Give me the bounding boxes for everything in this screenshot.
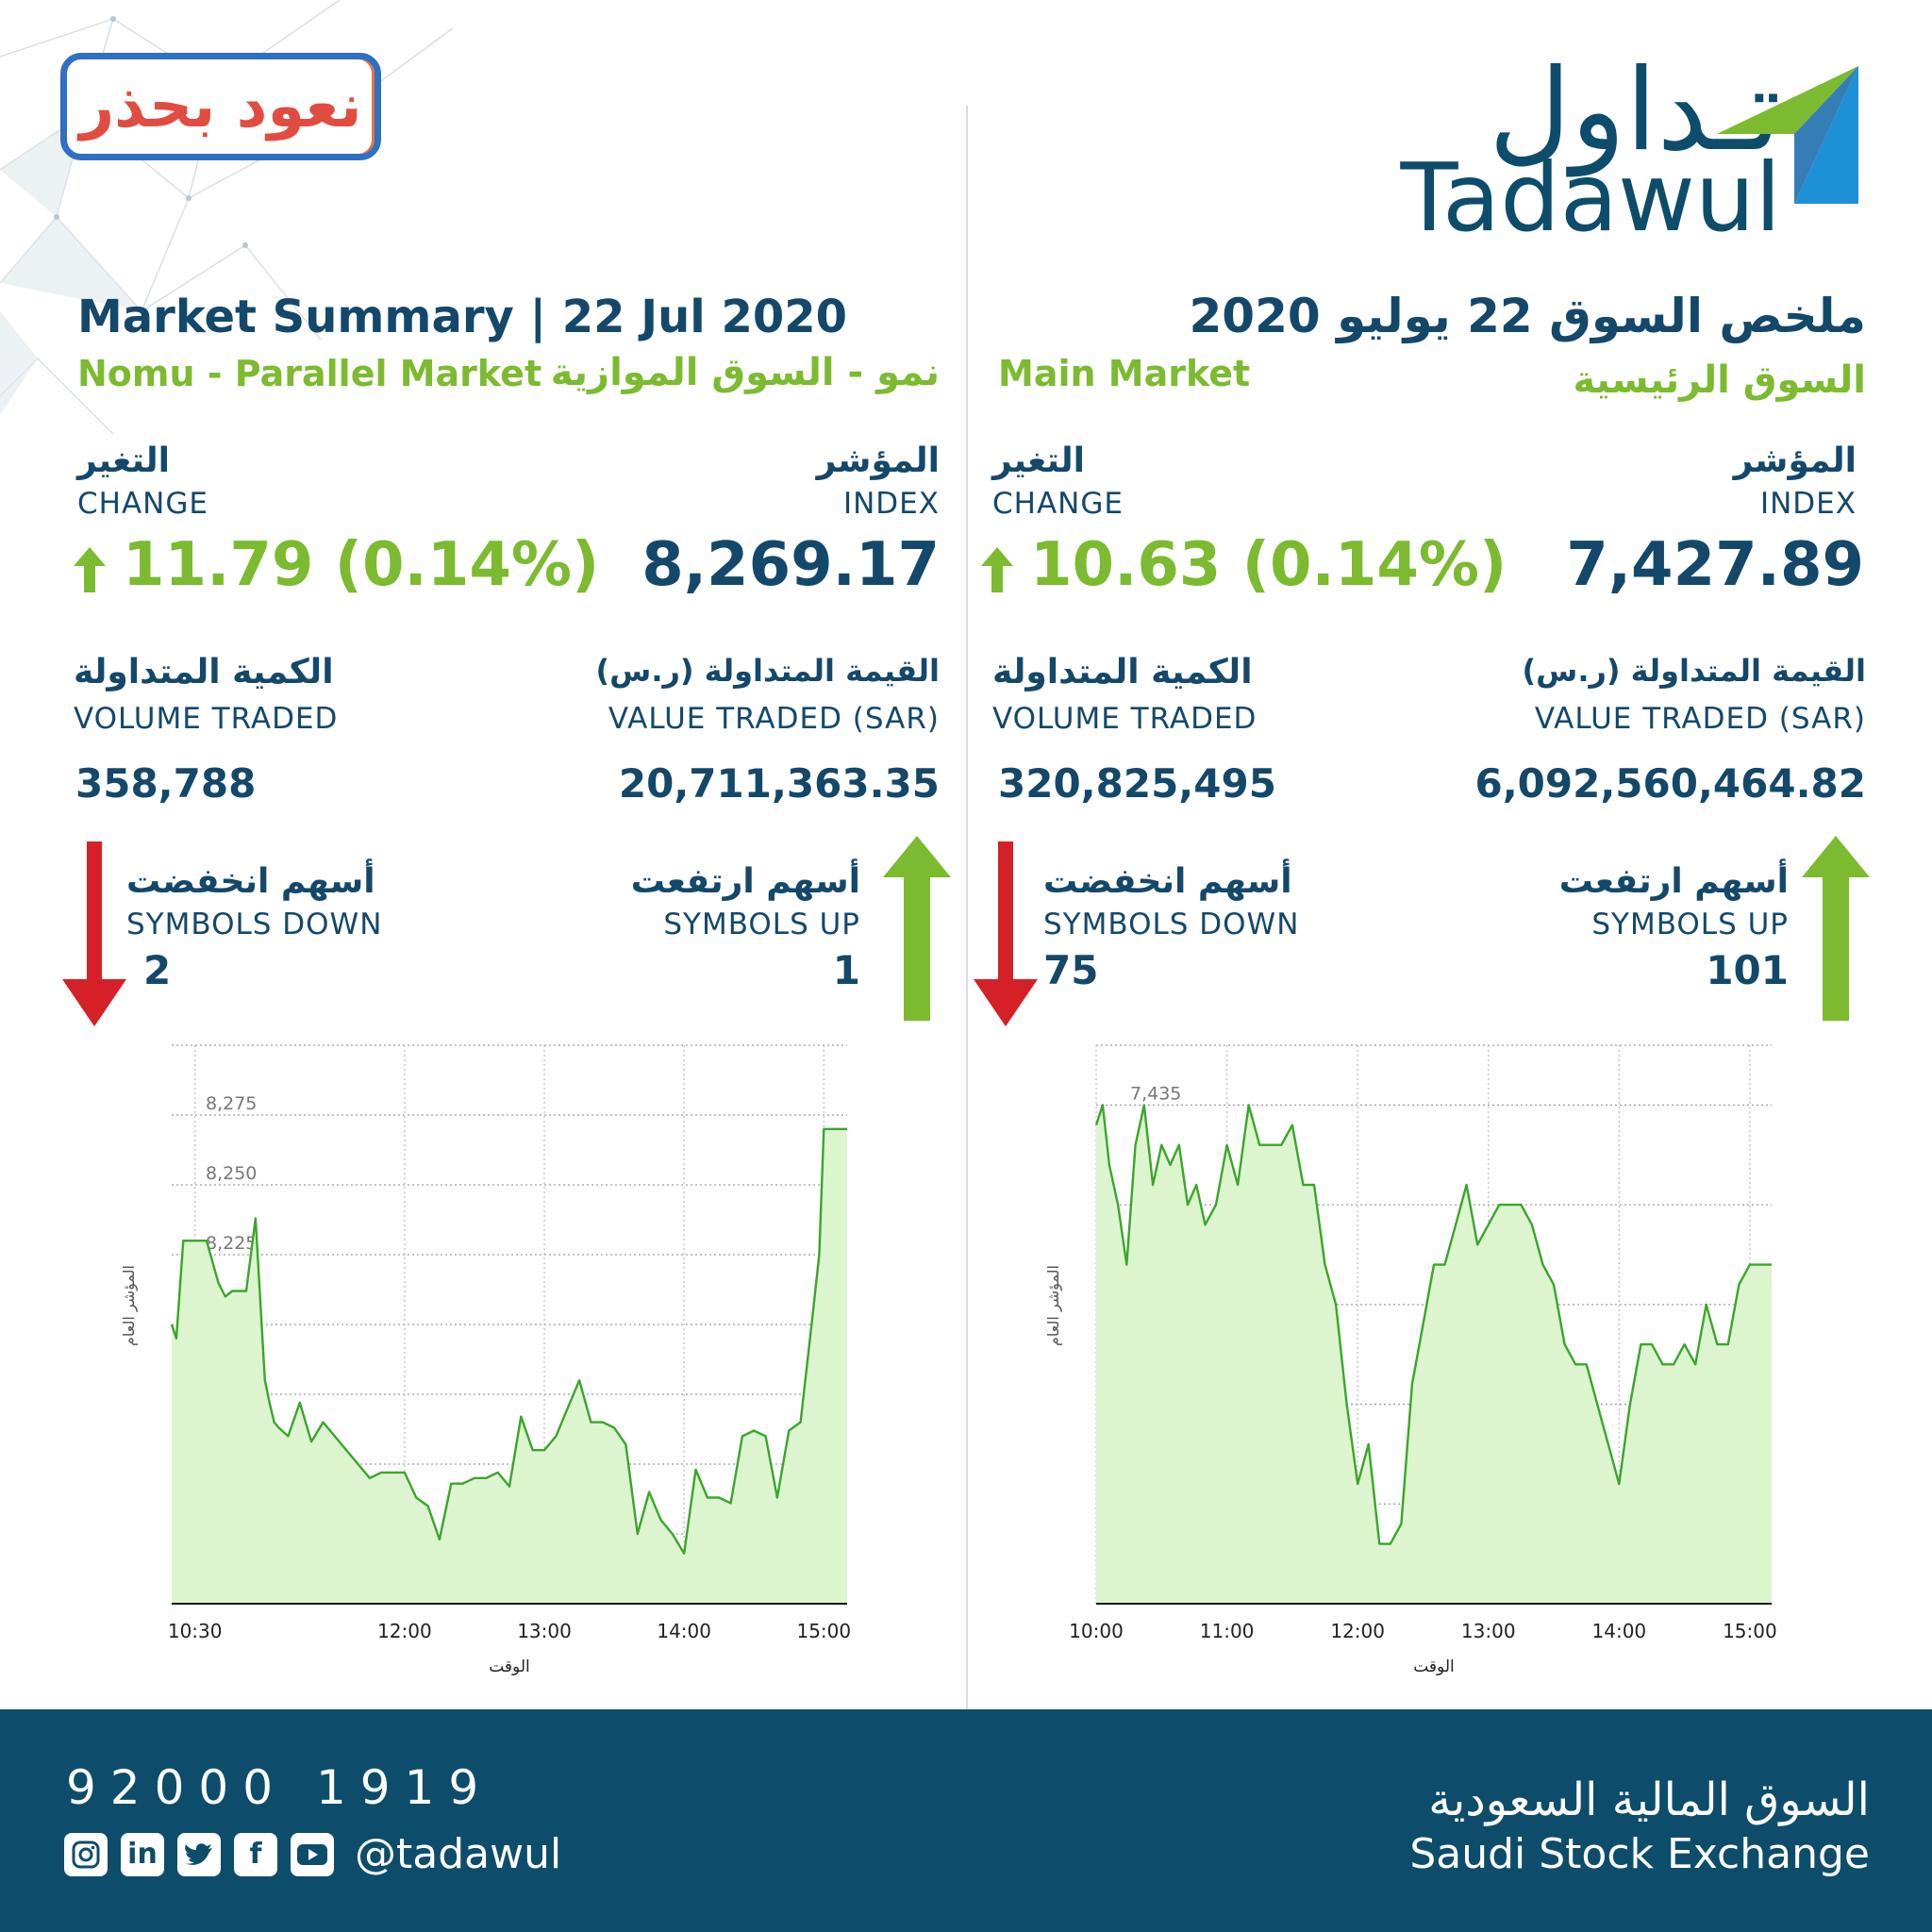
footer-bar (0, 1709, 1932, 1932)
main-up-value: 101 (1706, 947, 1789, 993)
title-arabic: ملخص السوق 22 يوليو 2020 (1189, 289, 1866, 343)
chart0-x-tick-label: 10:30 (168, 1620, 223, 1642)
nomu-volume-label-ar: الكمية المتداولة (74, 653, 334, 691)
main-volume-label-en: VOLUME TRADED (992, 702, 1257, 736)
chart0-area-fill (172, 1128, 847, 1604)
chart1-y-tick-label: 7,435 (1130, 1083, 1181, 1104)
chart0-x-tick-label: 13:00 (517, 1620, 572, 1642)
title-english: Market Summary | 22 Jul 2020 (77, 291, 848, 343)
nomu-change-label-ar: التغير (77, 441, 170, 480)
main-down-label-en: SYMBOLS DOWN (1043, 908, 1300, 941)
twitter-icon[interactable] (177, 1832, 221, 1876)
nomu-value-label-en: VALUE TRADED (SAR) (608, 702, 940, 736)
chart1-x-tick-label: 12:00 (1330, 1620, 1385, 1642)
chart1-x-axis-label: الوقت (1413, 1657, 1455, 1676)
chart1-y-axis-label: المؤشر العام (1044, 1265, 1063, 1346)
main-value-label-en: VALUE TRADED (SAR) (1534, 702, 1866, 736)
main-index-chart: 7,4157,4207,4257,4307,43510:0011:0012:00… (1044, 1044, 1777, 1676)
exchange-name-english: Saudi Stock Exchange (1409, 1830, 1870, 1878)
tadawul-logo-icon (1717, 66, 1858, 204)
facebook-icon[interactable]: f (234, 1832, 277, 1876)
main-name-arabic: السوق الرئيسية (1573, 358, 1866, 402)
chart1-x-tick-label: 11:00 (1200, 1620, 1255, 1642)
nomu-down-value: 2 (143, 947, 172, 993)
nomu-change-value: 11.79 (0.14%) (123, 530, 600, 600)
main-index-label-ar: المؤشر (1733, 441, 1857, 480)
chart0-y-axis-label: المؤشر العام (120, 1265, 139, 1346)
main-down-label-ar: أسهم انخفضت (1043, 862, 1292, 901)
campaign-badge-text: نعود بحذر (79, 72, 362, 142)
nomu-up-value: 1 (832, 947, 860, 993)
main-name-english: Main Market (998, 353, 1251, 394)
logo-english: Tadawul (1400, 142, 1781, 253)
youtube-icon[interactable] (291, 1832, 334, 1876)
main-change-label-ar: التغير (992, 441, 1085, 480)
nomu-index-value: 8,269.17 (641, 530, 940, 600)
instagram-icon[interactable] (64, 1832, 108, 1876)
chart0-x-tick-label: 15:00 (796, 1620, 851, 1642)
nomu-value-value: 20,711,363.35 (618, 760, 940, 807)
nomu-down-label-ar: أسهم انخفضت (126, 862, 375, 901)
nomu-down-label-en: SYMBOLS DOWN (126, 908, 383, 941)
chart1-x-tick-label: 10:00 (1069, 1620, 1124, 1642)
nomu-change-up-icon (74, 547, 106, 592)
nomu-up-label-ar: أسهم ارتفعت (630, 862, 860, 901)
main-change-up-icon (981, 547, 1013, 592)
exchange-name-arabic: السوق المالية السعودية (1428, 1774, 1870, 1826)
phone-number: 92000 1919 (66, 1760, 493, 1815)
campaign-badge: نعود بحذر (60, 53, 381, 160)
social-handle: @tadawul (355, 1830, 562, 1878)
main-down-arrow-icon (974, 841, 1038, 1026)
nomu-up-label-en: SYMBOLS UP (663, 908, 860, 941)
main-change-value: 10.63 (0.14%) (1030, 530, 1507, 600)
logo-arabic: تـداول (1488, 45, 1781, 176)
chart0-x-axis-label: الوقت (489, 1657, 530, 1676)
chart1-x-tick-label: 14:00 (1592, 1620, 1647, 1642)
chart0-y-tick-label: 8,250 (206, 1163, 257, 1184)
main-volume-label-ar: الكمية المتداولة (992, 653, 1253, 691)
chart0-x-tick-label: 12:00 (377, 1620, 432, 1642)
main-value-value: 6,092,560,464.82 (1474, 760, 1866, 807)
main-volume-value: 320,825,495 (998, 760, 1276, 807)
main-up-label-en: SYMBOLS UP (1591, 908, 1789, 941)
nomu-index-label-ar: المؤشر (816, 441, 940, 480)
chart0-x-tick-label: 14:00 (657, 1620, 711, 1642)
nomu-up-arrow-icon (883, 836, 951, 1021)
chart1-x-tick-label: 15:00 (1723, 1620, 1777, 1642)
nomu-index-chart: 8,1258,1508,1758,2008,2258,2508,27510:30… (120, 1044, 851, 1676)
chart1-x-tick-label: 13:00 (1461, 1620, 1516, 1642)
main-change-label-en: CHANGE (992, 487, 1124, 521)
nomu-down-arrow-icon (62, 841, 126, 1026)
chart1-area-fill (1096, 1105, 1772, 1604)
nomu-change-label-en: CHANGE (77, 487, 208, 521)
nomu-value-label-ar: القيمة المتداولة (ر.س) (595, 653, 940, 689)
linkedin-icon[interactable]: in (121, 1832, 164, 1876)
main-up-label-ar: أسهم ارتفعت (1558, 862, 1789, 901)
nomu-name-arabic: نمو - السوق الموازية (550, 351, 940, 394)
chart0-y-tick-label: 8,275 (206, 1093, 257, 1114)
main-index-value: 7,427.89 (1566, 530, 1864, 600)
nomu-volume-value: 358,788 (75, 760, 257, 807)
main-down-value: 75 (1043, 947, 1099, 993)
chart0-y-tick-label: 8,225 (206, 1233, 257, 1254)
main-value-label-ar: القيمة المتداولة (ر.س) (1522, 653, 1866, 689)
nomu-name-english: Nomu - Parallel Market (77, 353, 542, 394)
social-links: in f @tadawul (64, 1830, 561, 1878)
main-up-arrow-icon (1802, 836, 1870, 1021)
nomu-index-label-en: INDEX (842, 487, 940, 521)
nomu-volume-label-en: VOLUME TRADED (74, 702, 339, 736)
column-divider (966, 106, 968, 1709)
main-index-label-en: INDEX (1759, 487, 1857, 521)
